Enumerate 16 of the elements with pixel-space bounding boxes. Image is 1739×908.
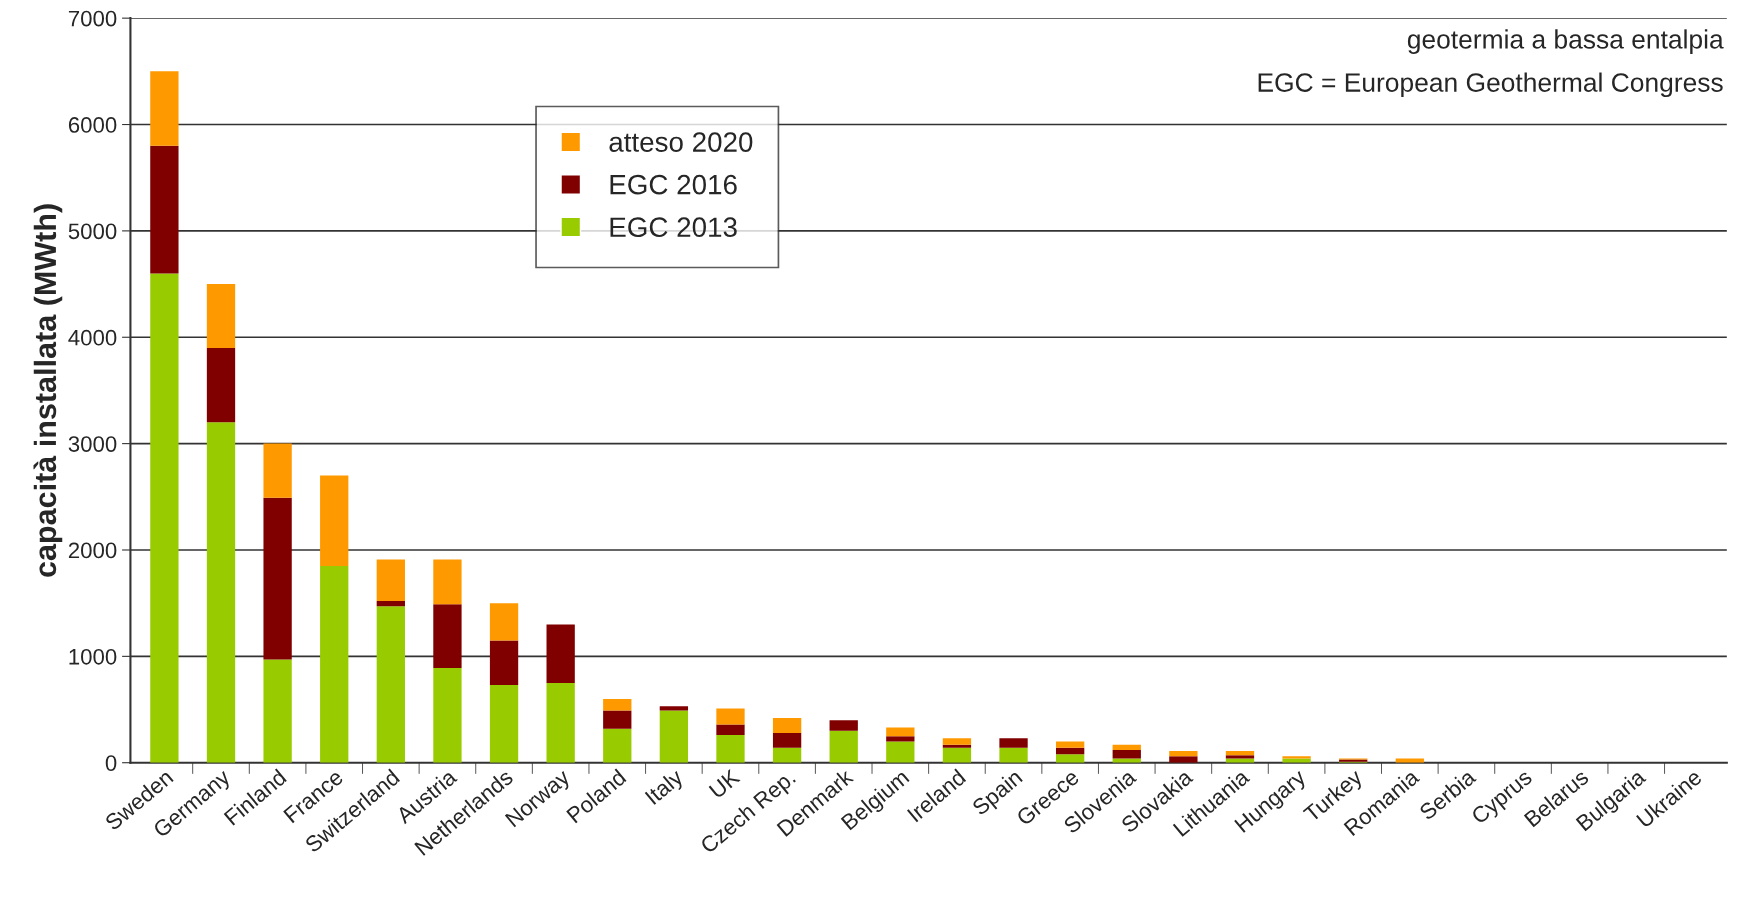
y-tick-label: 2000 — [68, 542, 117, 559]
y-tick-label: 6000 — [68, 117, 117, 133]
legend-label: EGC 2013 — [610, 217, 737, 238]
legend-label: EGC 2016 — [610, 174, 737, 195]
y-tick-label: 7000 — [68, 10, 117, 27]
y-axis-title: capacità installata (MWth) — [33, 204, 63, 577]
x-tick-label: Italy — [644, 767, 688, 809]
y-tick-label: 1000 — [69, 648, 117, 665]
y-tick-label: 3000 — [68, 436, 117, 452]
y-tick-label: 5000 — [68, 223, 117, 240]
y-tick-label: 0 — [105, 755, 117, 771]
x-tick-label: UK — [708, 768, 741, 799]
y-tick-label: 4000 — [68, 329, 117, 346]
annotation: EGC = European Geothermal Congress — [1258, 72, 1723, 98]
annotation: geotermia a bassa entalpia — [1407, 29, 1724, 54]
legend-label: atteso 2020 — [609, 132, 753, 152]
